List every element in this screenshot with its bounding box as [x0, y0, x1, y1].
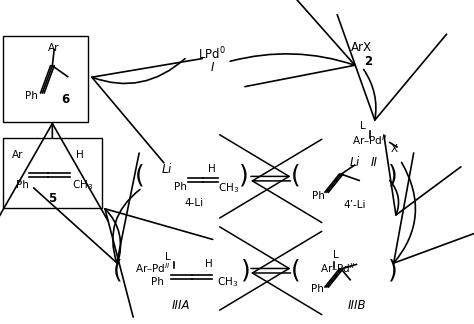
Text: CH$_3$: CH$_3$ — [217, 276, 238, 289]
Text: I: I — [210, 61, 214, 74]
Text: Ph: Ph — [312, 191, 325, 201]
Text: Ar–Pd$^{II}$: Ar–Pd$^{II}$ — [136, 261, 171, 275]
Text: X: X — [391, 144, 398, 154]
Text: L: L — [333, 250, 338, 260]
Text: 6: 6 — [61, 93, 69, 106]
Text: ): ) — [241, 259, 250, 283]
Text: Ph: Ph — [311, 284, 324, 294]
Text: Ar: Ar — [48, 43, 60, 53]
Text: II: II — [371, 156, 378, 169]
Text: $\mathit{Li}$: $\mathit{Li}$ — [349, 156, 361, 169]
Text: Ar: Ar — [12, 150, 24, 160]
Bar — [3, 36, 89, 122]
Text: Ar–Pd$^{II}$: Ar–Pd$^{II}$ — [352, 133, 388, 147]
Text: ): ) — [239, 164, 248, 188]
Text: (: ( — [291, 259, 301, 283]
Text: CH$_3$: CH$_3$ — [73, 178, 94, 192]
Text: Ph: Ph — [174, 182, 187, 192]
Text: 4’-Li: 4’-Li — [344, 200, 366, 210]
Text: H: H — [208, 164, 216, 174]
Text: L: L — [165, 252, 171, 262]
Text: CH$_3$: CH$_3$ — [218, 181, 239, 195]
Text: ): ) — [388, 259, 397, 283]
Text: H: H — [75, 150, 83, 160]
Text: H: H — [206, 260, 213, 270]
Text: LPd$^0$: LPd$^0$ — [198, 46, 226, 62]
Text: 2: 2 — [364, 55, 372, 68]
Text: $\mathit{Li}$: $\mathit{Li}$ — [161, 162, 173, 176]
Text: Ph: Ph — [25, 91, 38, 101]
Text: Ph: Ph — [16, 180, 29, 190]
Text: 4-Li: 4-Li — [184, 198, 204, 208]
Text: Ar–Pd$^{II}$: Ar–Pd$^{II}$ — [320, 261, 356, 275]
Text: ): ) — [388, 164, 397, 188]
Bar — [3, 138, 102, 208]
Text: 5: 5 — [48, 192, 56, 205]
Text: (: ( — [291, 164, 301, 188]
Text: L: L — [360, 121, 365, 131]
Text: (: ( — [135, 164, 145, 188]
Text: IIIA: IIIA — [171, 299, 190, 312]
Text: IIIB: IIIB — [347, 299, 366, 312]
Text: (: ( — [112, 259, 122, 283]
Text: ArX: ArX — [350, 41, 372, 54]
Text: Ph: Ph — [151, 277, 164, 287]
